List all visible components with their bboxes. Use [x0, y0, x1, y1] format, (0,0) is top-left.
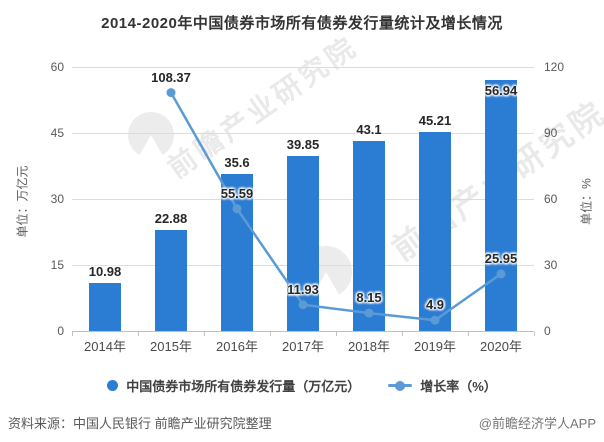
line-point: [364, 308, 374, 318]
line-path: [169, 91, 502, 322]
chart-title: 2014-2020年中国债券市场所有债券发行量统计及增长情况: [101, 15, 503, 32]
x-axis-label: 2019年: [414, 339, 456, 354]
bar-value-label: 35.6: [224, 155, 250, 171]
legend-item-issuance: 中国债券市场所有债券发行量（万亿元）: [107, 376, 360, 395]
line-value-label: 108.37: [151, 69, 191, 85]
y-axis-tick-right: 0: [544, 324, 551, 338]
x-axis-tick: [468, 332, 469, 336]
line-value-label: 25.95: [484, 250, 518, 266]
bar-series-swatch-icon: [107, 380, 119, 391]
bar-2020年: [485, 80, 517, 331]
y-axis-tick-right: 90: [544, 126, 558, 140]
bar-value-label: 22.88: [154, 211, 188, 227]
y-axis-tick-left: 60: [50, 60, 64, 74]
left-axis-title: 单位：万亿元: [15, 165, 30, 238]
line-value-label: 11.93: [287, 281, 319, 297]
x-axis-tick: [336, 332, 337, 336]
legend: 中国债券市场所有债券发行量（万亿元） 增长率（%）: [0, 376, 604, 395]
bar-2016年: [221, 174, 253, 331]
x-axis-label: 2015年: [150, 339, 192, 354]
y-axis-tick-right: 30: [544, 258, 558, 272]
line-point: [430, 315, 440, 325]
right-axis-title: 单位：%: [579, 178, 594, 225]
x-axis-tick: [534, 332, 535, 336]
line-value-label: 8.15: [356, 290, 382, 306]
gridline: [72, 67, 534, 68]
x-axis-tick: [138, 332, 139, 336]
bar-value-label: 43.1: [356, 122, 382, 138]
credit-text: @前瞻经济学人APP: [478, 416, 596, 431]
line-value-label: 4.9: [425, 297, 445, 313]
x-axis-label: 2016年: [216, 339, 258, 354]
y-axis-tick-right: 60: [544, 192, 558, 206]
x-axis-tick: [72, 332, 73, 336]
y-axis-tick-left: 45: [50, 126, 64, 140]
x-axis-label: 2020年: [480, 339, 522, 354]
bar-2019年: [419, 132, 451, 331]
bar-value-label: 39.85: [286, 136, 320, 152]
bar-2014年: [89, 282, 121, 331]
gridline: [72, 133, 534, 134]
footer: 资料来源：中国人民银行 前瞻产业研究院整理 @前瞻经济学人APP: [0, 413, 604, 432]
bar-value-label: 45.21: [418, 113, 452, 129]
x-axis-tick: [270, 332, 271, 336]
line-point: [166, 88, 176, 98]
y-axis-tick-left: 30: [50, 192, 64, 206]
legend-item-growth-rate: 增长率（%）: [388, 376, 497, 395]
x-axis-tick: [402, 332, 403, 336]
line-point: [496, 269, 506, 279]
x-axis-label: 2014年: [84, 339, 126, 354]
bar-value-label: 10.98: [88, 263, 122, 279]
line-value-label: 55.59: [220, 185, 254, 201]
line-series-swatch-icon: [388, 380, 413, 391]
line-point: [232, 204, 242, 214]
x-axis-line: [72, 331, 534, 332]
y-axis-tick-left: 15: [50, 258, 64, 272]
x-axis-label: 2018年: [348, 339, 390, 354]
bar-2018年: [353, 141, 385, 331]
line-point: [298, 300, 308, 310]
y-axis-tick-left: 0: [57, 324, 64, 338]
legend-label: 增长率（%）: [420, 379, 497, 394]
bar-value-label: 56.94: [484, 83, 518, 99]
x-axis-tick: [204, 332, 205, 336]
bar-2015年: [155, 230, 187, 331]
legend-label: 中国债券市场所有债券发行量（万亿元）: [126, 379, 361, 394]
y-axis-tick-right: 120: [544, 60, 565, 74]
x-axis-label: 2017年: [282, 339, 324, 354]
data-source-text: 资料来源：中国人民银行 前瞻产业研究院整理: [8, 416, 272, 431]
